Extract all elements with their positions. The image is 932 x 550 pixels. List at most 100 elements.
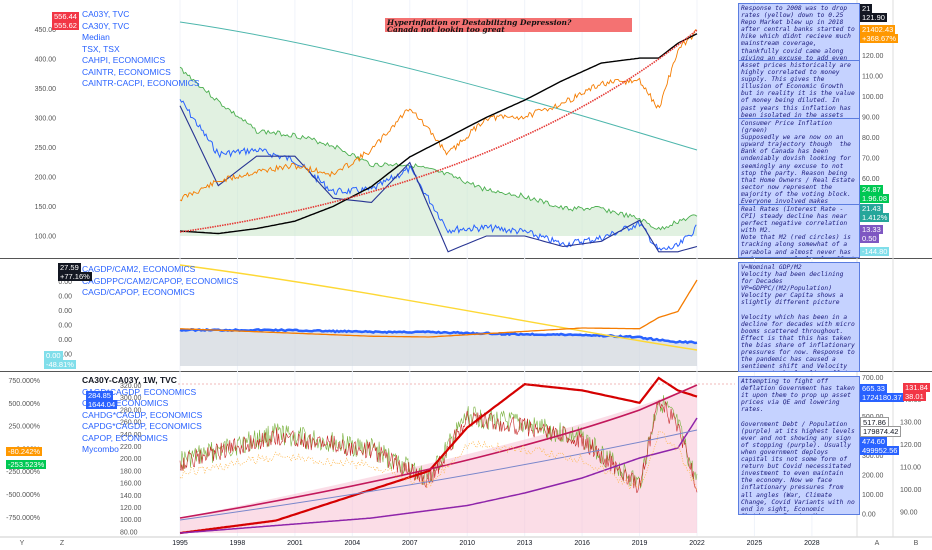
left-tick-label: 200.00	[35, 175, 57, 182]
legend-item[interactable]: CAGD*CAGDP, ECONOMICS	[82, 386, 197, 397]
right-tick-label: 80.00	[862, 135, 880, 142]
price-badge: 1644.04	[86, 400, 118, 409]
note-asset-prices[interactable]: Asset prices historically are highly cor…	[738, 60, 860, 121]
legend-item[interactable]: Mycombo	[82, 444, 119, 454]
legend-item[interactable]: Median	[82, 32, 110, 42]
series-ca03y	[179, 99, 697, 251]
legend-item[interactable]: CAGDPPC/CAM2/CAPOP, ECONOMICS	[82, 275, 239, 286]
x-tick-label: 2016	[574, 540, 590, 547]
mid-tick-label: 80.00	[120, 529, 138, 536]
x-tick-label: 2007	[402, 540, 418, 547]
note-text: V=Nominal GDP/M2 Velocity had been decli…	[741, 264, 855, 371]
note-cpi[interactable]: Consumer Price Inflation (green) Suppose…	[738, 118, 860, 207]
price-badge: 1.412%	[860, 213, 890, 222]
series-median	[179, 21, 698, 151]
series-yield-spread-down	[179, 400, 698, 493]
price-badge: 13.33	[860, 225, 883, 234]
title-note-line1: Hyperinflation or Destabilizing Depressi…	[387, 18, 572, 27]
price-badge: 21	[860, 4, 873, 13]
price-badge: 556.44	[52, 12, 79, 21]
title-note[interactable]: Hyperinflation or Destabilizing Depressi…	[385, 18, 632, 34]
right-tick-label: 100.00	[862, 94, 884, 101]
legend-pane-3: CA30Y-CA03Y, 1W, TVC CAGD*CAGDP, ECONOMI…	[82, 375, 202, 456]
ca30y-area	[180, 67, 697, 236]
x-tick-label: 2010	[459, 540, 475, 547]
price-badge: 1.96.08	[860, 194, 890, 203]
price-badge: 24.87	[860, 185, 883, 194]
left-tick-label: 750.000%	[8, 378, 40, 385]
price-badge: -253.523%	[6, 460, 47, 469]
mid-tick-label: 200.00	[120, 456, 142, 463]
left-tick-label: -500.000%	[6, 492, 40, 499]
legend-item[interactable]: CAINTR, ECONOMICS	[82, 66, 171, 77]
legend-item[interactable]: CA30Y, TVC	[82, 20, 130, 31]
price-badge: 27.59	[58, 263, 81, 272]
mid-tick-label: 160.00	[120, 481, 142, 488]
price-badge: 555.62	[52, 21, 79, 30]
corner-label: Z	[60, 540, 65, 547]
legend-item[interactable]: TSX, TSX	[82, 43, 120, 54]
series-ca30y	[179, 66, 698, 231]
far-right-tick-label: 120.00	[900, 442, 922, 449]
mid-tick-label: 260.00	[120, 420, 142, 427]
series-gov-debt-per-capita	[180, 279, 698, 338]
note-velocity[interactable]: V=Nominal GDP/M2 Velocity had been decli…	[738, 262, 860, 372]
legend-item[interactable]: CAINTR-CACPI, ECONOMICS	[82, 78, 200, 88]
mid-tick-label: 220.00	[120, 444, 142, 451]
legend-item[interactable]: CA03Y, TVC	[82, 9, 130, 19]
legend-pane-1: CA03Y, TVC CA30Y, TVC Median TSX, TSX CA…	[82, 9, 200, 90]
x-tick-label: 1998	[230, 540, 246, 547]
series-cahpi	[179, 33, 698, 235]
mid-tick-label: 180.00	[120, 468, 142, 475]
right-tick-label: 110.00	[862, 74, 883, 81]
population-area	[180, 385, 697, 533]
price-badge: 1724180.37	[860, 393, 904, 402]
note-text: Asset prices historically are highly cor…	[741, 62, 855, 120]
far-right-tick-label: 130.00	[900, 420, 922, 427]
x-tick-label: 2001	[287, 540, 303, 547]
left-tick-label: 0.00	[58, 352, 72, 359]
series-cagd-cagdp	[179, 376, 698, 535]
note-government-debt[interactable]: Attempting to fight off deflation Govern…	[738, 376, 860, 515]
left-tick-label: 350.00	[35, 86, 57, 93]
price-badge: 284.85	[86, 391, 113, 400]
legend-item[interactable]: CAGDP, ECONOMICS	[82, 398, 169, 408]
corner-label: A	[875, 540, 880, 547]
legend-item[interactable]: CAGDP/CAM2, ECONOMICS	[82, 264, 196, 274]
far-right-tick-label: 90.00	[900, 510, 918, 517]
x-tick-label: 2022	[689, 540, 705, 547]
title-note-line2: Canada not lookin too great	[387, 25, 505, 34]
legend-item[interactable]: CA30Y-CA03Y, 1W, TVC	[82, 375, 177, 385]
price-badge: -80.242%	[6, 447, 43, 456]
left-tick-label: 0.00	[58, 279, 72, 286]
legend-item[interactable]: CAHDG*CAGDP, ECONOMICS	[82, 409, 203, 420]
x-tick-label: 2025	[747, 540, 763, 547]
left-tick-label: 300.00	[35, 116, 57, 123]
legend-item[interactable]: CAPDG*CAGDP, ECONOMICS	[82, 421, 202, 431]
legend-item[interactable]: CAHPI, ECONOMICS	[82, 55, 166, 65]
left-tick-label: 400.00	[35, 57, 57, 64]
series-caintr	[179, 105, 698, 253]
left-tick-label: 0.00	[58, 337, 72, 344]
right-tick-label: 700.00	[862, 375, 884, 382]
x-tick-label: 1995	[172, 540, 188, 547]
series-cahdg-cagdp	[179, 429, 698, 521]
note-text: Response to 2008 was to drop rates (yell…	[741, 5, 855, 62]
legend-item[interactable]: CAPOP, ECONOMICS	[82, 432, 168, 443]
mid-tick-label: 280.00	[120, 407, 142, 414]
series-tsx	[179, 29, 697, 202]
note-rates[interactable]: Response to 2008 was to drop rates (yell…	[738, 3, 860, 63]
right-tick-label: 100.00	[862, 492, 884, 499]
x-tick-label: 2028	[804, 540, 820, 547]
series-capdg-cagdp	[179, 417, 698, 534]
note-real-rates[interactable]: Real Rates (Interest Rate - CPI) steady …	[738, 204, 860, 258]
legend-item[interactable]: CAGD/CAPOP, ECONOMICS	[82, 287, 195, 297]
mid-tick-label: 300.00	[120, 395, 142, 402]
series-mycombo	[179, 430, 698, 491]
price-badge: 21402.43	[860, 25, 896, 34]
note-text: Attempting to fight off deflation Govern…	[741, 378, 855, 514]
note-text: Real Rates (Interest Rate - CPI) steady …	[741, 206, 855, 257]
mid-tick-label: 240.00	[120, 432, 142, 439]
price-badge: 499952.56	[860, 446, 900, 455]
